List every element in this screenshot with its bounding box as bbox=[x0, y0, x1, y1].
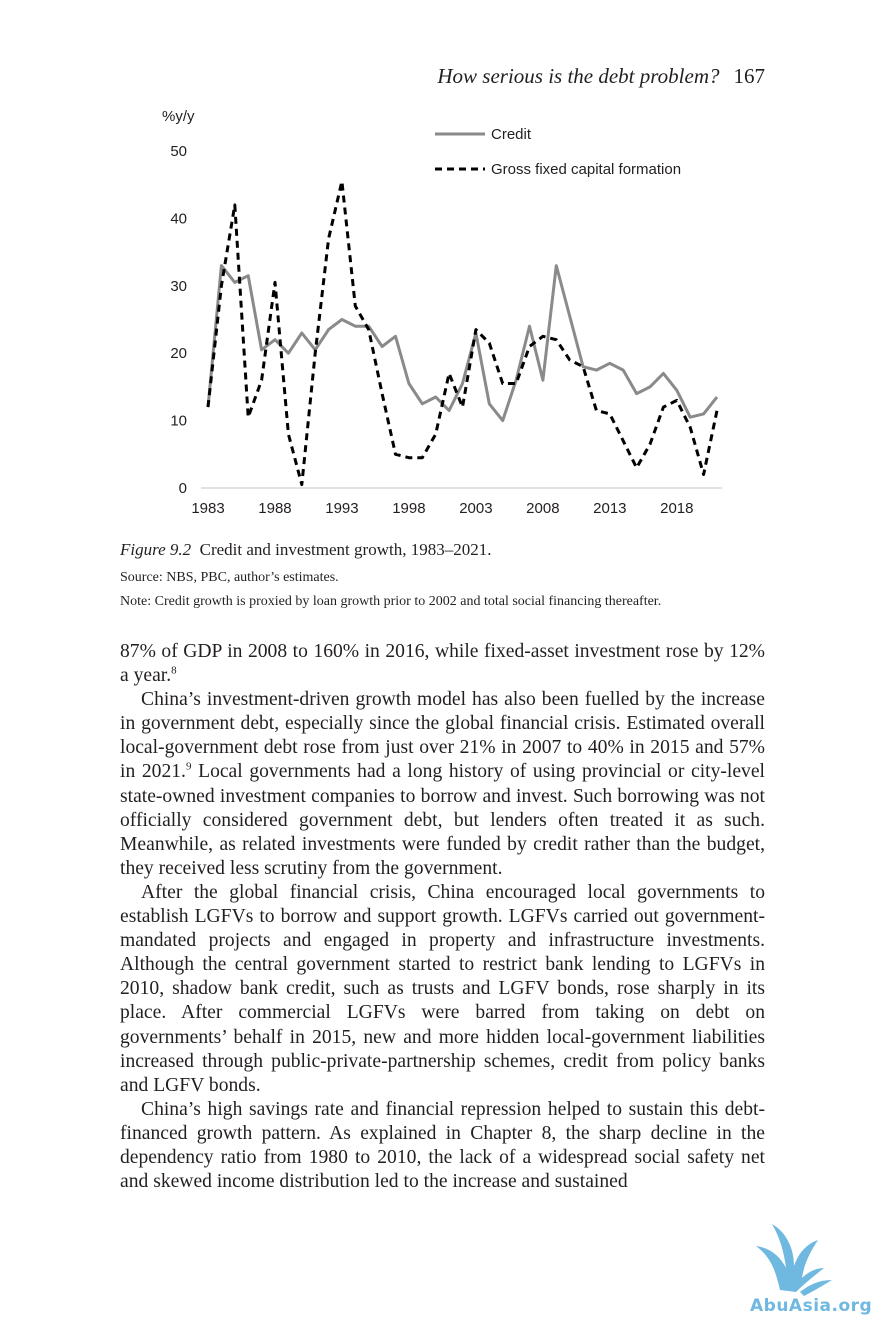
paragraph-2: China’s investment-driven growth model h… bbox=[120, 688, 765, 881]
x-axis-ticks: 1983 1988 1993 1998 2003 2008 2013 2018 bbox=[191, 500, 693, 517]
y-tick-label: 30 bbox=[170, 278, 187, 295]
y-tick-label: 20 bbox=[170, 345, 187, 362]
page-number: 167 bbox=[733, 64, 766, 88]
credit-series-line bbox=[206, 264, 719, 423]
watermark-text: AbuAsia.org bbox=[750, 1296, 873, 1316]
paragraph-4: China’s high savings rate and financial … bbox=[120, 1098, 765, 1193]
y-tick-label: 50 bbox=[170, 143, 187, 160]
legend-credit-label: Credit bbox=[491, 126, 532, 143]
chart-series bbox=[206, 179, 719, 487]
paragraph-3: After the global financial crisis, China… bbox=[120, 881, 765, 1096]
figure-caption: Figure 9.2 Credit and investment growth,… bbox=[120, 540, 765, 560]
watermark: AbuAsia.org bbox=[750, 1218, 885, 1323]
paragraph-1: 87% of GDP in 2008 to 160% in 2016, whil… bbox=[120, 640, 765, 688]
running-head: How serious is the debt problem? 167 bbox=[437, 64, 765, 89]
x-tick-label: 1988 bbox=[258, 500, 291, 517]
x-tick-label: 1998 bbox=[392, 500, 425, 517]
y-tick-label: 0 bbox=[179, 480, 187, 497]
endnote-8: 8 bbox=[171, 664, 177, 677]
x-tick-label: 2013 bbox=[593, 500, 626, 517]
figure-note: Note: Credit growth is proxied by loan g… bbox=[120, 594, 662, 609]
chart-legend: Credit Gross fixed capital formation bbox=[435, 126, 681, 178]
x-tick-label: 1993 bbox=[325, 500, 358, 517]
figure-caption-text: Credit and investment growth, 1983–2021. bbox=[199, 540, 492, 559]
paragraph-2-text-a: China’s investment-driven growth model h… bbox=[120, 689, 765, 783]
running-head-title: How serious is the debt problem? bbox=[437, 64, 720, 88]
legend-gfcf-label: Gross fixed capital formation bbox=[491, 161, 681, 178]
x-tick-label: 2018 bbox=[660, 500, 693, 517]
body-text: 87% of GDP in 2008 to 160% in 2016, whil… bbox=[120, 640, 765, 1194]
paragraph-2-text-b: Local governments had a long history of … bbox=[120, 761, 765, 879]
x-tick-label: 1983 bbox=[191, 500, 224, 517]
x-tick-label: 2003 bbox=[459, 500, 492, 517]
y-tick-label: 40 bbox=[170, 210, 187, 227]
y-axis-label: %y/y bbox=[162, 108, 195, 125]
y-tick-label: 10 bbox=[170, 413, 187, 430]
endnote-9: 9 bbox=[185, 760, 192, 773]
y-axis-ticks: 0 10 20 30 40 50 bbox=[170, 143, 187, 497]
gfcf-series-line bbox=[206, 179, 719, 487]
credit-investment-chart: %y/y 0 10 20 30 40 50 1983 1988 1993 1998 2003 200… bbox=[162, 108, 722, 517]
paragraph-1-text: 87% of GDP in 2008 to 160% in 2016, whil… bbox=[120, 641, 765, 687]
figure-label: Figure 9.2 bbox=[120, 540, 192, 559]
figure-source: Source: NBS, PBC, author’s estimates. bbox=[120, 570, 339, 585]
x-tick-label: 2008 bbox=[526, 500, 559, 517]
watermark-logo-icon bbox=[756, 1224, 832, 1296]
